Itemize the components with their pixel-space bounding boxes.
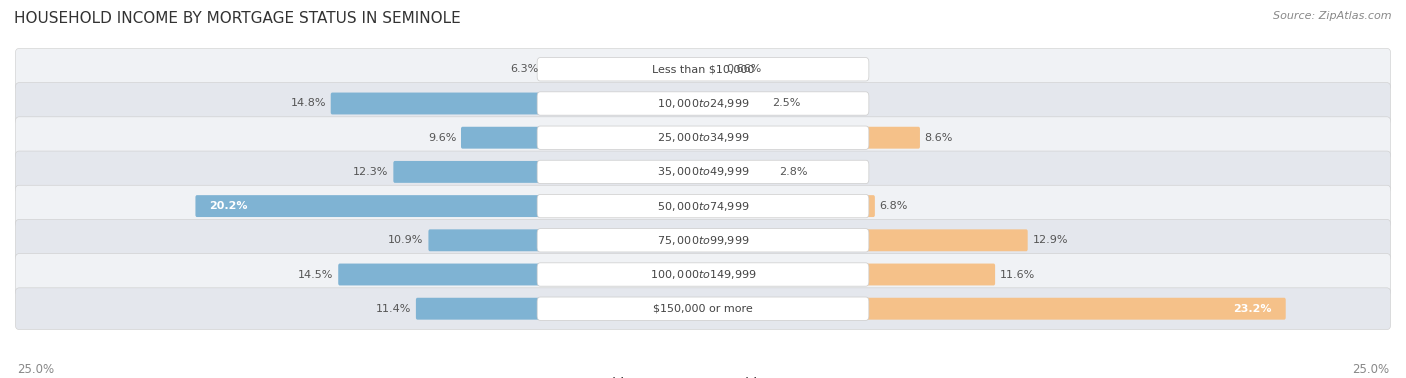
FancyBboxPatch shape bbox=[15, 220, 1391, 261]
Text: 25.0%: 25.0% bbox=[1353, 363, 1389, 376]
FancyBboxPatch shape bbox=[544, 58, 704, 80]
Text: $75,000 to $99,999: $75,000 to $99,999 bbox=[657, 234, 749, 247]
FancyBboxPatch shape bbox=[702, 229, 1028, 251]
FancyBboxPatch shape bbox=[15, 48, 1391, 90]
FancyBboxPatch shape bbox=[15, 151, 1391, 193]
FancyBboxPatch shape bbox=[537, 57, 869, 81]
Text: 12.9%: 12.9% bbox=[1032, 235, 1069, 245]
FancyBboxPatch shape bbox=[537, 160, 869, 184]
Text: 11.4%: 11.4% bbox=[375, 304, 411, 314]
Text: 6.8%: 6.8% bbox=[880, 201, 908, 211]
FancyBboxPatch shape bbox=[537, 229, 869, 252]
FancyBboxPatch shape bbox=[394, 161, 704, 183]
FancyBboxPatch shape bbox=[195, 195, 704, 217]
FancyBboxPatch shape bbox=[339, 263, 704, 285]
FancyBboxPatch shape bbox=[416, 298, 704, 320]
FancyBboxPatch shape bbox=[702, 161, 775, 183]
FancyBboxPatch shape bbox=[15, 117, 1391, 158]
Text: 9.6%: 9.6% bbox=[427, 133, 456, 143]
Text: 11.6%: 11.6% bbox=[1000, 270, 1035, 279]
FancyBboxPatch shape bbox=[537, 263, 869, 286]
FancyBboxPatch shape bbox=[15, 185, 1391, 227]
FancyBboxPatch shape bbox=[537, 194, 869, 218]
FancyBboxPatch shape bbox=[15, 254, 1391, 295]
FancyBboxPatch shape bbox=[702, 93, 768, 115]
Text: 14.5%: 14.5% bbox=[298, 270, 333, 279]
Text: Less than $10,000: Less than $10,000 bbox=[652, 64, 754, 74]
Text: $150,000 or more: $150,000 or more bbox=[654, 304, 752, 314]
Text: $50,000 to $74,999: $50,000 to $74,999 bbox=[657, 200, 749, 212]
Text: 8.6%: 8.6% bbox=[925, 133, 953, 143]
FancyBboxPatch shape bbox=[702, 127, 920, 149]
Legend: Without Mortgage, With Mortgage: Without Mortgage, With Mortgage bbox=[585, 377, 821, 378]
FancyBboxPatch shape bbox=[15, 83, 1391, 124]
FancyBboxPatch shape bbox=[330, 93, 704, 115]
Text: $10,000 to $24,999: $10,000 to $24,999 bbox=[657, 97, 749, 110]
FancyBboxPatch shape bbox=[15, 288, 1391, 330]
Text: 10.9%: 10.9% bbox=[388, 235, 423, 245]
Text: 0.66%: 0.66% bbox=[725, 64, 761, 74]
Text: 6.3%: 6.3% bbox=[510, 64, 538, 74]
Text: HOUSEHOLD INCOME BY MORTGAGE STATUS IN SEMINOLE: HOUSEHOLD INCOME BY MORTGAGE STATUS IN S… bbox=[14, 11, 461, 26]
Text: 20.2%: 20.2% bbox=[209, 201, 247, 211]
FancyBboxPatch shape bbox=[702, 263, 995, 285]
FancyBboxPatch shape bbox=[537, 126, 869, 149]
Text: 2.5%: 2.5% bbox=[772, 99, 800, 108]
Text: 14.8%: 14.8% bbox=[291, 99, 326, 108]
FancyBboxPatch shape bbox=[537, 92, 869, 115]
Text: Source: ZipAtlas.com: Source: ZipAtlas.com bbox=[1274, 11, 1392, 21]
FancyBboxPatch shape bbox=[537, 297, 869, 321]
Text: $100,000 to $149,999: $100,000 to $149,999 bbox=[650, 268, 756, 281]
Text: 12.3%: 12.3% bbox=[353, 167, 388, 177]
Text: $35,000 to $49,999: $35,000 to $49,999 bbox=[657, 166, 749, 178]
FancyBboxPatch shape bbox=[429, 229, 704, 251]
Text: 2.8%: 2.8% bbox=[779, 167, 808, 177]
FancyBboxPatch shape bbox=[702, 298, 1285, 320]
Text: 25.0%: 25.0% bbox=[17, 363, 53, 376]
FancyBboxPatch shape bbox=[461, 127, 704, 149]
FancyBboxPatch shape bbox=[702, 58, 721, 80]
Text: $25,000 to $34,999: $25,000 to $34,999 bbox=[657, 131, 749, 144]
Text: 23.2%: 23.2% bbox=[1233, 304, 1271, 314]
FancyBboxPatch shape bbox=[702, 195, 875, 217]
